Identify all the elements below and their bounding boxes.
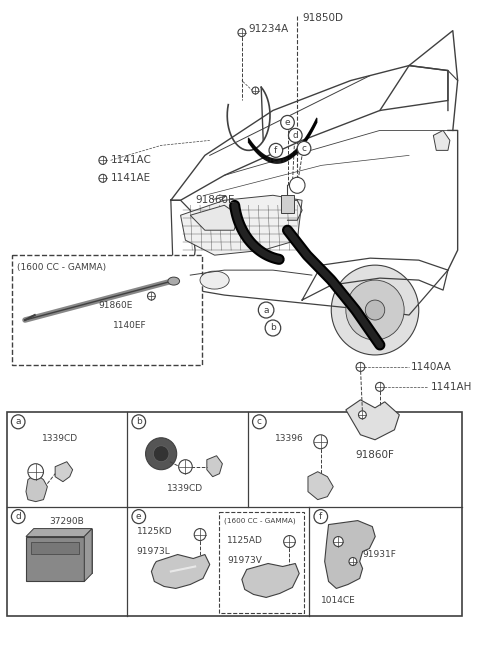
Text: 1014CE: 1014CE — [321, 596, 356, 605]
Text: f: f — [274, 146, 277, 155]
Text: 91860E: 91860E — [98, 300, 132, 310]
Text: 91973L: 91973L — [137, 546, 170, 556]
Text: 91860F: 91860F — [356, 450, 395, 460]
Circle shape — [289, 177, 305, 194]
Circle shape — [331, 265, 419, 355]
Text: c: c — [301, 144, 307, 153]
Text: 91860E: 91860E — [195, 195, 235, 205]
Polygon shape — [242, 564, 299, 598]
Text: 1141AH: 1141AH — [431, 382, 472, 392]
Polygon shape — [324, 521, 375, 588]
Text: f: f — [319, 512, 323, 521]
Bar — [219, 512, 304, 613]
Circle shape — [281, 115, 294, 129]
Text: d: d — [292, 131, 298, 140]
Polygon shape — [433, 131, 450, 150]
Circle shape — [12, 510, 25, 523]
Circle shape — [12, 415, 25, 429]
Circle shape — [28, 464, 44, 480]
Bar — [34, 529, 92, 573]
Text: a: a — [15, 417, 21, 426]
Text: 13396: 13396 — [275, 434, 304, 443]
Circle shape — [147, 292, 156, 300]
Circle shape — [238, 29, 246, 37]
Circle shape — [132, 510, 145, 523]
Circle shape — [153, 445, 169, 462]
Text: 91234A: 91234A — [249, 24, 289, 33]
Circle shape — [346, 280, 404, 340]
Circle shape — [375, 382, 384, 392]
Circle shape — [258, 302, 274, 318]
Text: b: b — [270, 323, 276, 333]
Circle shape — [314, 435, 327, 449]
Text: b: b — [136, 417, 142, 426]
Circle shape — [269, 144, 283, 157]
Text: d: d — [15, 512, 21, 521]
Text: 91850D: 91850D — [302, 12, 343, 23]
Circle shape — [284, 535, 295, 548]
Circle shape — [297, 142, 311, 155]
Circle shape — [179, 460, 192, 474]
Text: e: e — [136, 512, 142, 521]
Circle shape — [145, 438, 177, 470]
Circle shape — [252, 415, 266, 429]
Circle shape — [99, 156, 107, 165]
Text: 1141AC: 1141AC — [110, 155, 151, 165]
Circle shape — [288, 129, 302, 142]
Text: 1339CD: 1339CD — [42, 434, 78, 443]
Bar — [31, 542, 80, 554]
Bar — [26, 537, 84, 581]
Polygon shape — [151, 554, 210, 588]
Circle shape — [365, 300, 385, 320]
Polygon shape — [84, 529, 92, 581]
Circle shape — [132, 415, 145, 429]
Bar — [12, 255, 202, 365]
Text: 1140AA: 1140AA — [411, 362, 452, 372]
Text: 37290B: 37290B — [49, 516, 84, 525]
Polygon shape — [26, 529, 92, 537]
Polygon shape — [26, 474, 48, 502]
Circle shape — [334, 537, 343, 546]
Circle shape — [349, 558, 357, 565]
Ellipse shape — [200, 271, 229, 289]
Polygon shape — [207, 456, 222, 477]
Text: c: c — [257, 417, 262, 426]
Bar — [281, 195, 294, 213]
Polygon shape — [55, 462, 72, 482]
Text: 1140EF: 1140EF — [112, 321, 146, 329]
Text: 1339CD: 1339CD — [168, 483, 204, 493]
Text: 91973V: 91973V — [227, 556, 262, 565]
Circle shape — [194, 529, 206, 541]
Text: (1600 CC - GAMMA): (1600 CC - GAMMA) — [17, 263, 107, 272]
Text: e: e — [285, 118, 290, 127]
Circle shape — [356, 362, 365, 371]
Polygon shape — [190, 205, 239, 230]
Circle shape — [265, 320, 281, 336]
Ellipse shape — [168, 277, 180, 285]
Text: 1125AD: 1125AD — [227, 535, 263, 544]
Text: a: a — [264, 306, 269, 314]
Circle shape — [359, 411, 366, 419]
Text: 91931F: 91931F — [362, 550, 396, 559]
Text: 1125KD: 1125KD — [137, 527, 172, 535]
Bar — [7, 412, 462, 617]
Polygon shape — [180, 195, 302, 255]
Text: 1141AE: 1141AE — [110, 173, 151, 183]
Circle shape — [314, 510, 327, 523]
Text: (1600 CC - GAMMA): (1600 CC - GAMMA) — [224, 518, 296, 524]
Circle shape — [99, 174, 107, 182]
Polygon shape — [346, 400, 399, 440]
Circle shape — [252, 87, 259, 94]
Polygon shape — [308, 472, 333, 500]
